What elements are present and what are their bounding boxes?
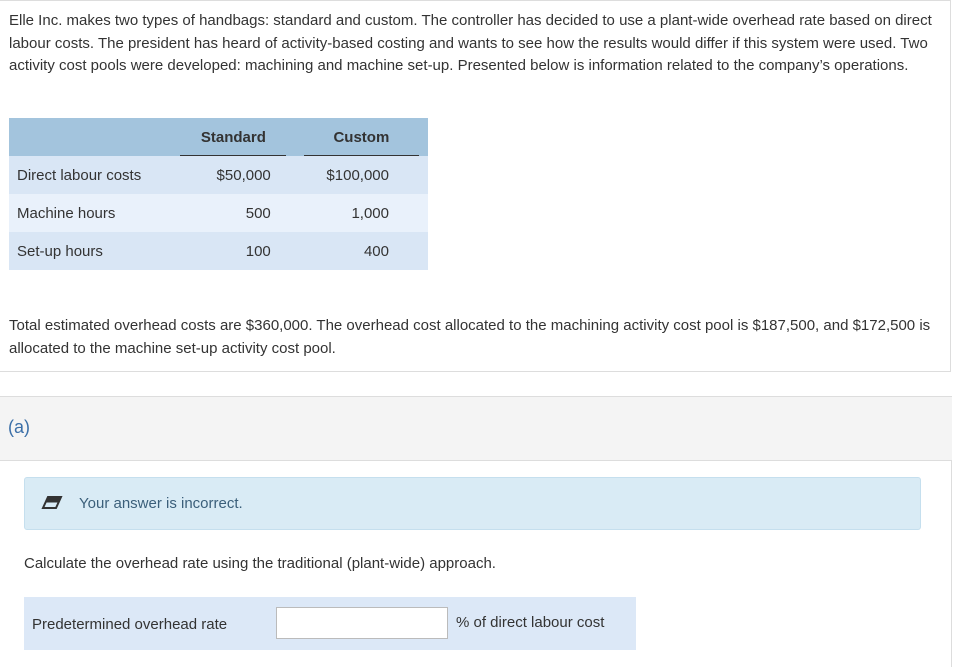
- part-body: [0, 461, 952, 667]
- custom-value: 400: [294, 232, 428, 270]
- standard-value: 500: [172, 194, 295, 232]
- header-empty: [9, 118, 172, 156]
- feedback-text: Your answer is incorrect.: [79, 495, 243, 512]
- table-row: Machine hours 500 1,000: [9, 194, 428, 232]
- data-table: Standard Custom Direct labour costs $50,…: [9, 118, 428, 270]
- feedback-banner: Your answer is incorrect.: [24, 477, 921, 530]
- eraser-icon: [41, 495, 63, 515]
- standard-value: $50,000: [172, 156, 295, 194]
- custom-value: $100,000: [294, 156, 428, 194]
- answer-label: Predetermined overhead rate: [32, 616, 228, 633]
- problem-card: Elle Inc. makes two types of handbags: s…: [0, 0, 951, 372]
- row-label: Set-up hours: [9, 232, 172, 270]
- row-label: Direct labour costs: [9, 156, 172, 194]
- header-custom: Custom: [294, 118, 428, 156]
- question-text: Calculate the overhead rate using the tr…: [24, 555, 496, 572]
- part-label: (a): [8, 417, 30, 437]
- problem-intro: Elle Inc. makes two types of handbags: s…: [9, 12, 932, 74]
- row-label: Machine hours: [9, 194, 172, 232]
- problem-outro: Total estimated overhead costs are $360,…: [9, 317, 931, 357]
- overhead-rate-input[interactable]: [276, 607, 448, 639]
- table-row: Set-up hours 100 400: [9, 232, 428, 270]
- table-row: Direct labour costs $50,000 $100,000: [9, 156, 428, 194]
- standard-value: 100: [172, 232, 295, 270]
- custom-value: 1,000: [294, 194, 428, 232]
- part-header: (a): [0, 396, 952, 461]
- answer-unit: % of direct labour cost: [456, 614, 605, 631]
- answer-row: Predetermined overhead rate % of direct …: [24, 597, 636, 650]
- table-header-row: Standard Custom: [9, 118, 428, 156]
- header-standard: Standard: [172, 118, 295, 156]
